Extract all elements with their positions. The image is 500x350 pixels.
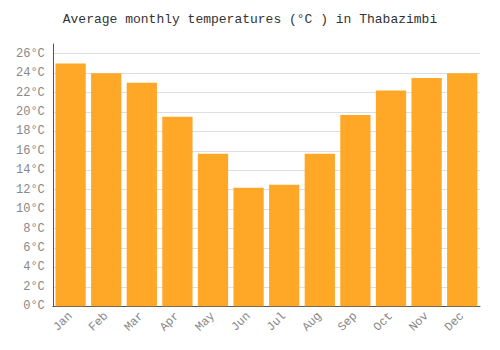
svg-text:Jun: Jun: [228, 309, 253, 334]
svg-text:10°C: 10°C: [16, 202, 45, 216]
svg-text:Jul: Jul: [264, 309, 289, 334]
svg-text:Sep: Sep: [335, 309, 360, 334]
svg-text:2°C: 2°C: [23, 280, 45, 294]
svg-text:4°C: 4°C: [23, 260, 45, 274]
svg-text:12°C: 12°C: [16, 183, 45, 197]
svg-text:18°C: 18°C: [16, 124, 45, 138]
svg-text:0°C: 0°C: [23, 299, 45, 313]
svg-text:Dec: Dec: [442, 309, 467, 334]
svg-text:Jan: Jan: [50, 309, 75, 334]
svg-text:16°C: 16°C: [16, 144, 45, 158]
svg-text:24°C: 24°C: [16, 66, 45, 80]
svg-text:Apr: Apr: [157, 309, 182, 334]
svg-text:Mar: Mar: [122, 309, 147, 334]
svg-text:Aug: Aug: [300, 309, 325, 334]
svg-text:May: May: [193, 309, 218, 334]
svg-text:Feb: Feb: [86, 309, 111, 334]
svg-text:14°C: 14°C: [16, 163, 45, 177]
svg-text:Nov: Nov: [406, 309, 431, 334]
svg-text:26°C: 26°C: [16, 47, 45, 61]
svg-text:22°C: 22°C: [16, 86, 45, 100]
svg-text:6°C: 6°C: [23, 241, 45, 255]
svg-text:Oct: Oct: [371, 309, 396, 334]
svg-text:Average monthly temperatures (: Average monthly temperatures (°C ) in Th…: [63, 12, 438, 27]
svg-text:8°C: 8°C: [23, 222, 45, 236]
svg-text:20°C: 20°C: [16, 105, 45, 119]
